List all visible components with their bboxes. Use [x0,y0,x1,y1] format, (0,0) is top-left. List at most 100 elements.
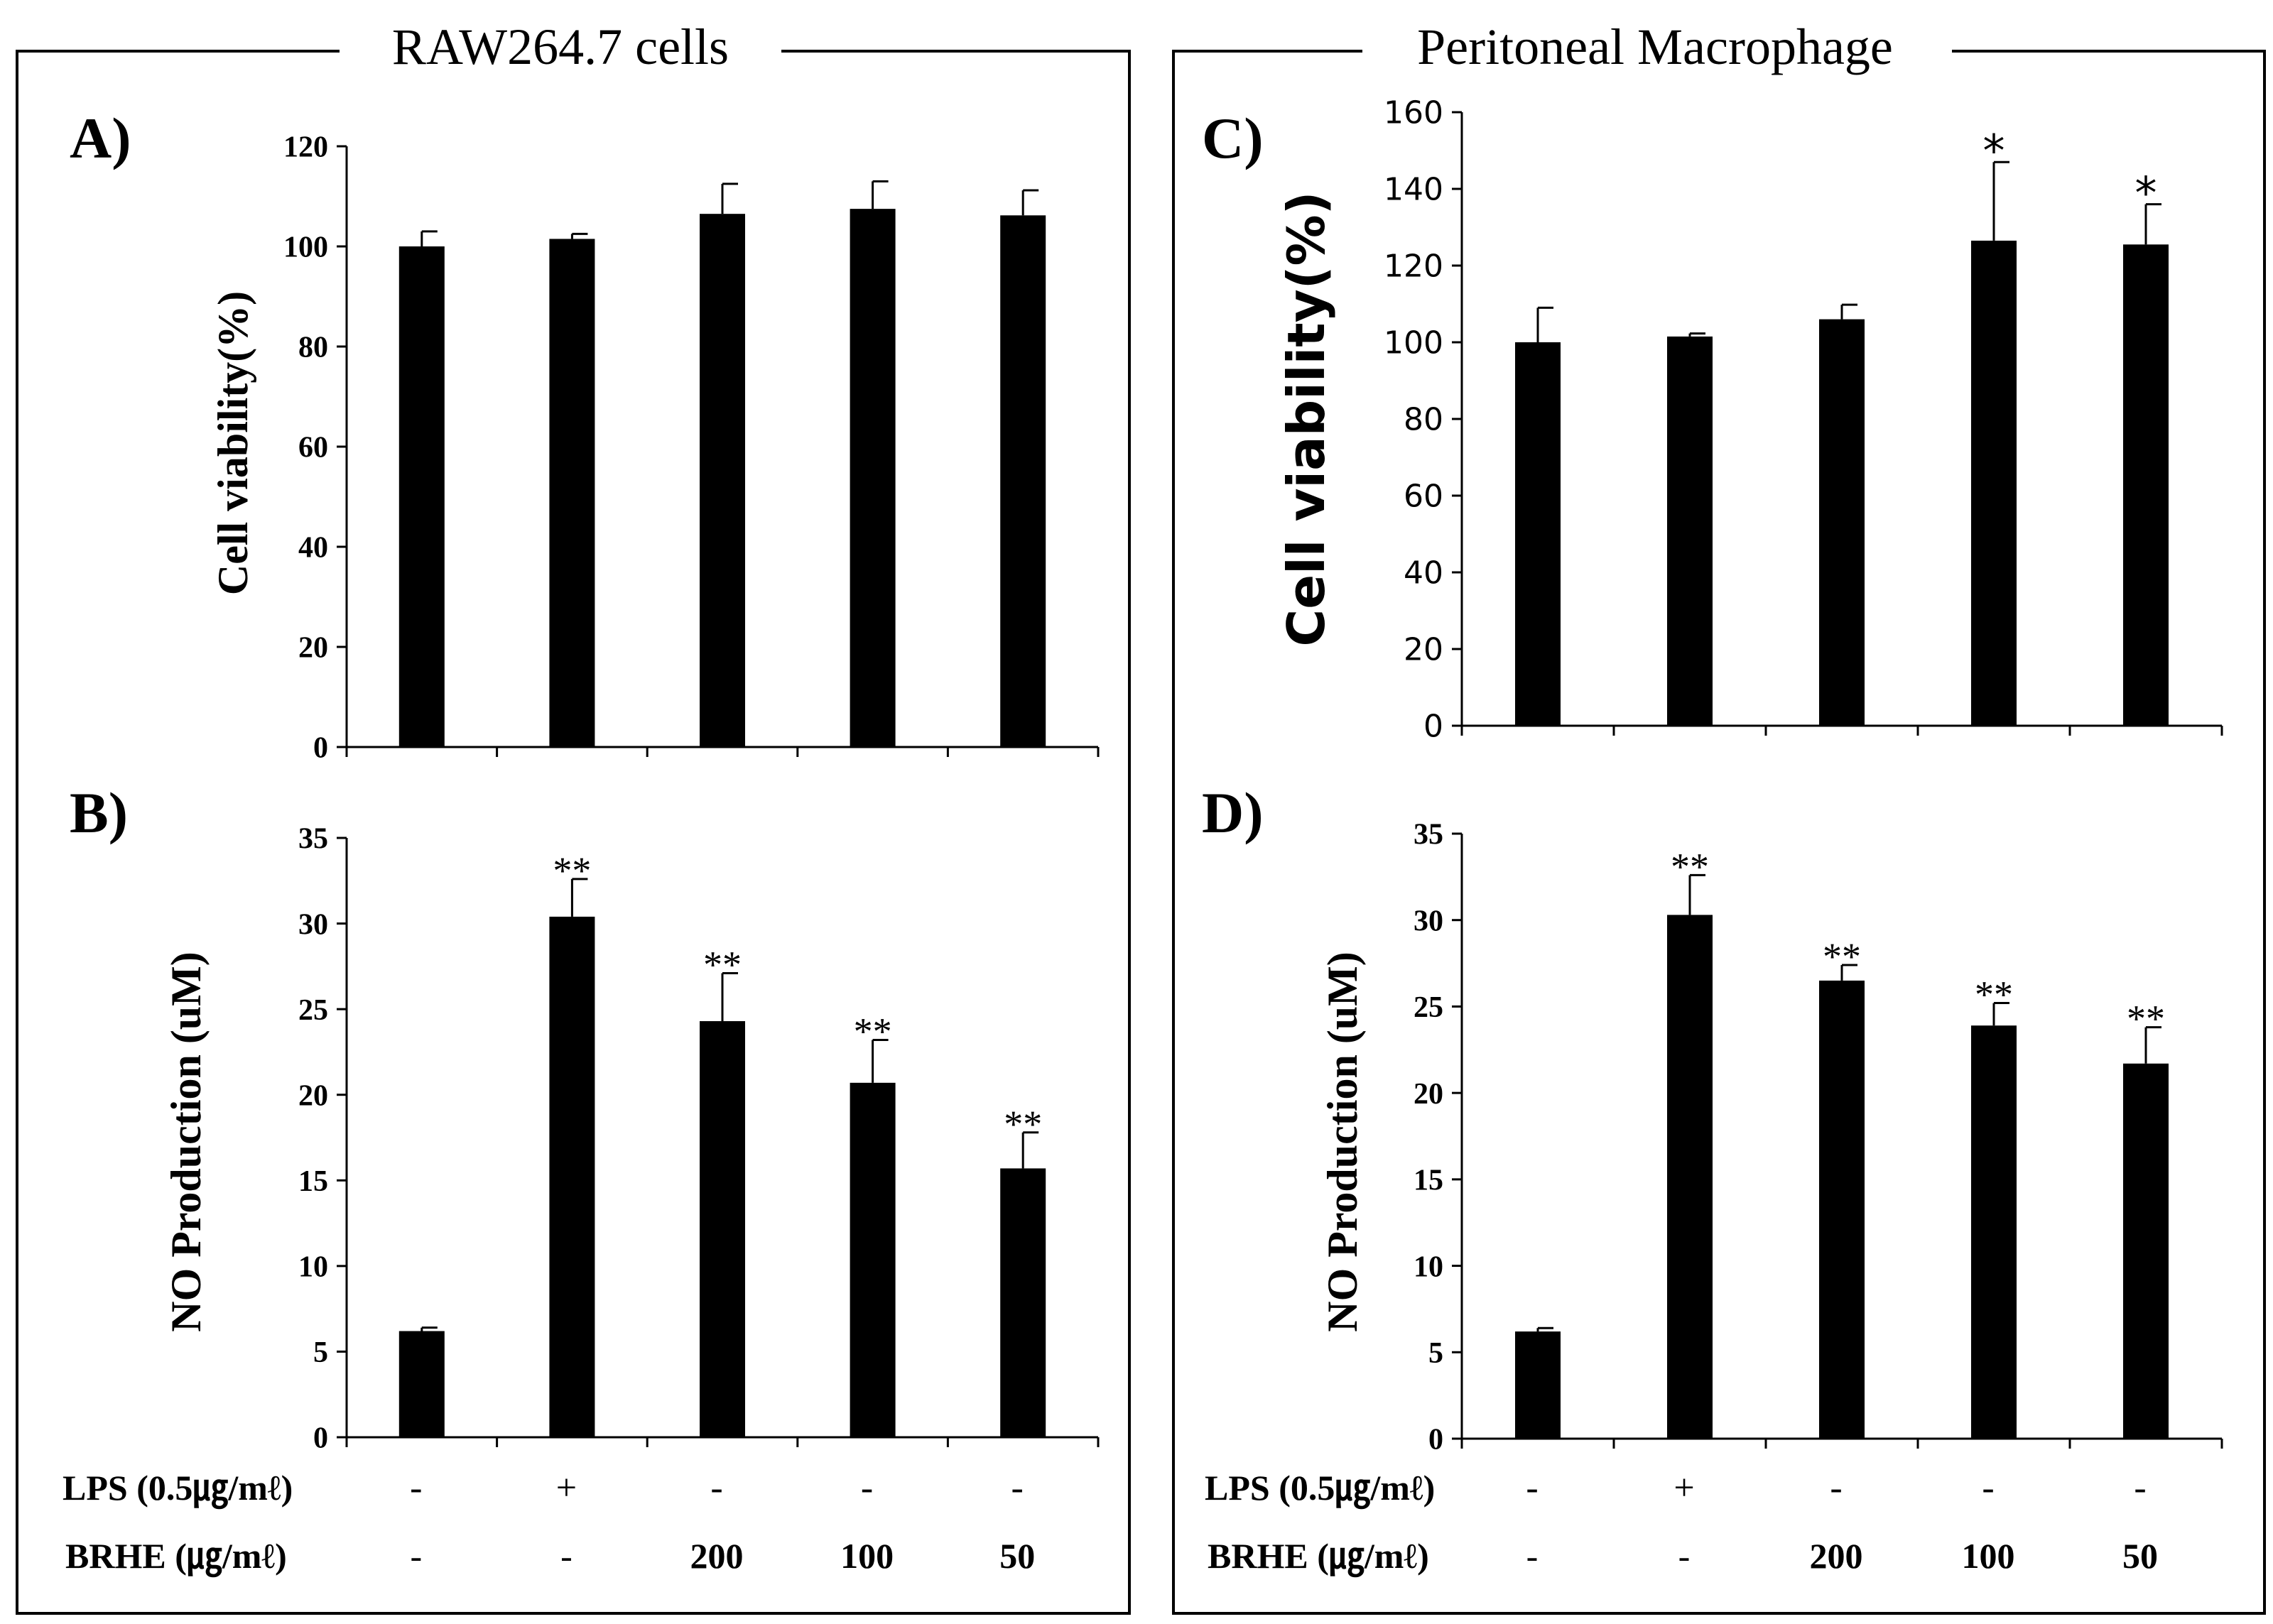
right-treatment-values: - + - - - - - 200 100 50 [1526,1468,2158,1576]
right-lps-value: - [1526,1468,1538,1508]
panel-d-letter: D) [1202,780,1264,845]
left-brhe-value: 200 [690,1536,744,1576]
panel-a: A) Cell viability(%) 0 20 40 60 80 100 120 [70,106,1100,765]
panel-d-bars: ** ** ** ** [1515,845,2169,1439]
panel-d-ytick-label: 25 [1414,991,1443,1024]
panel-a-bar [398,246,445,747]
panel-d-ytick-label: 35 [1414,819,1443,851]
panel-b-bar [398,1331,445,1437]
panel-b-ytick-label: 30 [298,908,328,941]
panel-d-axes: 0 5 10 15 20 25 30 35 [1414,819,2223,1456]
left-lps-value: - [1011,1468,1024,1508]
left-lps-value: + [556,1468,577,1508]
panel-d-significance-mark: ** [1671,845,1709,888]
panel-c-ytick-label: 20 [1404,631,1443,667]
left-brhe-value: 50 [999,1536,1035,1576]
panel-d-bar [1667,915,1713,1439]
right-brhe-value: 50 [2122,1536,2158,1576]
panel-b-letter: B) [70,780,128,845]
panel-b-significance-mark: ** [553,849,591,892]
right-lps-label: LPS (0.5㎍/mℓ) [1205,1468,1435,1510]
panel-b-ytick-label: 0 [313,1422,328,1455]
panel-b-significance-mark: ** [703,944,742,986]
panel-d-significance-mark: ** [1975,974,2013,1016]
panel-b-bars: ** ** ** ** [398,849,1046,1437]
panel-c-ytick-label: 40 [1404,555,1443,591]
left-lps-value: - [710,1468,722,1508]
panel-c-bar [1515,342,1561,726]
panel-b-significance-mark: ** [854,1010,892,1053]
right-frame [1172,50,2266,1615]
panel-d-bar [1971,1025,2017,1439]
right-brhe-value: 200 [1810,1536,1863,1576]
panel-a-ylabel: Cell viability(%) [210,291,256,595]
panel-a-ytick-label: 60 [298,432,328,464]
panel-a-ytick-label: 80 [298,332,328,364]
left-frame [16,50,1131,1615]
panel-b-ytick-label: 5 [313,1336,328,1369]
panel-b-bar [549,916,595,1437]
right-brhe-label: BRHE (㎍/mℓ) [1208,1536,1429,1578]
left-group: RAW264.7 cells [16,18,1131,1615]
panel-d-significance-mark: ** [2127,998,2165,1040]
panel-c-bars: ** [1515,125,2169,726]
panel-b-ylabel: NO Production (uM) [163,952,210,1332]
panel-d-ylabel: NO Production (uM) [1319,952,1366,1332]
right-brhe-value: - [1526,1536,1539,1576]
panel-b-ytick-label: 15 [298,1165,328,1198]
right-lps-value: - [1982,1468,1994,1508]
panel-c-ytick-label: 160 [1384,94,1443,131]
panel-d-ytick-label: 20 [1414,1078,1443,1111]
left-lps-value: - [410,1468,422,1508]
panel-b-significance-mark: ** [1004,1103,1042,1145]
left-lps-label: LPS (0.5㎍/mℓ) [63,1468,293,1510]
panel-b-bar [1000,1168,1046,1437]
left-lps-value: - [861,1468,873,1508]
panel-d-ytick-label: 0 [1428,1424,1443,1456]
panel-b-ytick-label: 10 [298,1251,328,1284]
panel-b-ytick-label: 35 [298,823,328,856]
panel-a-bar [850,209,896,747]
panel-a-bar [1000,215,1046,747]
panel-d-ytick-label: 15 [1414,1165,1443,1197]
panel-c-letter: C) [1202,106,1264,170]
panel-d-significance-mark: ** [1823,935,1861,978]
panel-d-ytick-label: 30 [1414,905,1443,937]
right-lps-value: + [1673,1468,1694,1508]
panel-c-significance-mark: * [1983,125,2005,177]
left-brhe-value: - [560,1536,573,1576]
panel-d-ytick-label: 5 [1428,1337,1443,1370]
left-treatment-values: - + - - - - - 200 100 50 [410,1468,1035,1576]
left-brhe-label: BRHE (㎍/mℓ) [65,1536,287,1578]
panel-c-ytick-label: 80 [1404,401,1443,437]
panel-a-ytick-label: 20 [298,632,328,665]
panel-a-letter: A) [70,106,131,170]
right-lps-value: - [2134,1468,2146,1508]
panel-c-bar [1667,336,1713,726]
panel-d-bar [1819,980,1865,1439]
right-treatment-table: LPS (0.5㎍/mℓ) BRHE (㎍/mℓ) - + - - - - - 200 100 5… [1205,1468,2158,1578]
panel-c-significance-mark: * [2135,168,2157,219]
panel-d-bar [1515,1331,1561,1439]
panel-d-ytick-label: 10 [1414,1250,1443,1283]
left-treatment-table: LPS (0.5㎍/mℓ) BRHE (㎍/mℓ) - + - - - - - 200 100 5… [63,1468,1035,1578]
right-group: Peritoneal Macrophage [1172,18,2266,1615]
right-brhe-value: - [1678,1536,1691,1576]
panel-c-ylabel: Cell viability(%) [1276,191,1336,646]
panel-c-bar [1819,319,1865,726]
panel-b-bar [700,1021,745,1437]
panel-a-bar [700,214,745,747]
panel-a-ytick-label: 120 [283,131,328,164]
panel-b-ytick-label: 25 [298,994,328,1027]
panel-a-ytick-label: 100 [283,231,328,264]
panel-b-bar [850,1082,896,1437]
panel-c-ytick-label: 140 [1384,171,1443,207]
panel-c: C) Cell viability(%) 0 20 40 60 80 100 120 140 1… [1202,94,2223,744]
panel-a-bar [549,239,595,747]
panel-c-bar [1971,240,2017,726]
panel-c-ytick-label: 60 [1404,478,1443,514]
panel-a-bars [398,180,1046,747]
left-group-title: RAW264.7 cells [392,18,729,75]
right-brhe-value: 100 [1962,1536,2015,1576]
